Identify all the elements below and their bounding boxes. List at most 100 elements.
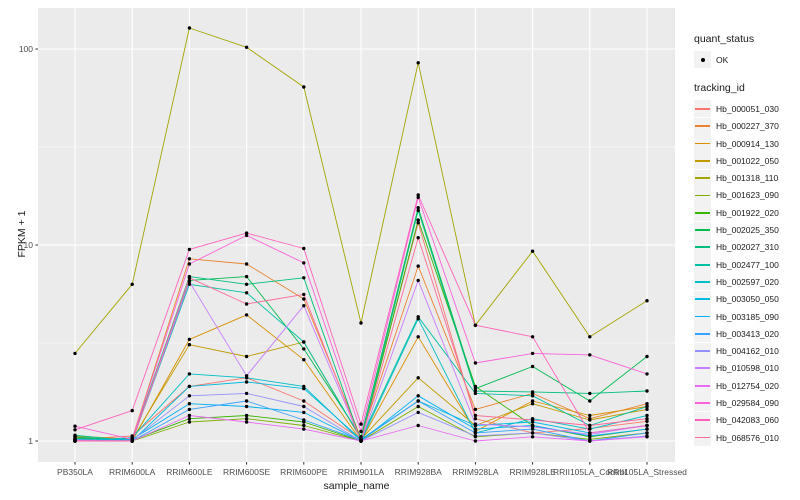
line-key-icon [694, 204, 711, 222]
data-point [244, 399, 249, 403]
x-tick-label: RRIM600SE [223, 467, 271, 477]
data-point [473, 427, 478, 431]
legend-color-line [695, 246, 710, 249]
line-key-icon [694, 221, 711, 239]
data-point [130, 439, 134, 443]
x-tick-label: RRII105LA_Control [553, 467, 627, 477]
data-point [244, 354, 249, 359]
data-point [588, 413, 592, 418]
legend-item-Hb_001022_050: Hb_001022_050 [694, 152, 779, 170]
legend-item-label: Hb_003050_050 [716, 294, 779, 305]
data-point [645, 372, 649, 376]
legend-item-Hb_012754_020: Hb_012754_020 [694, 377, 779, 395]
data-point [73, 351, 77, 356]
data-point [645, 417, 649, 421]
data-point [244, 282, 249, 286]
legend-item-Hb_002597_020: Hb_002597_020 [694, 273, 779, 291]
data-point [187, 402, 192, 406]
data-point [473, 434, 478, 438]
data-point [302, 292, 306, 297]
legend-item-label: Hb_001318_110 [716, 173, 779, 184]
data-point [416, 264, 420, 268]
data-point [302, 410, 306, 415]
data-point [588, 431, 592, 435]
data-point [416, 335, 420, 339]
line-key-icon [694, 290, 711, 308]
data-point [645, 354, 649, 359]
legend-item-Hb_010598_010: Hb_010598_010 [694, 359, 779, 377]
data-point [588, 427, 592, 431]
legend-item-label: Hb_000051_030 [716, 103, 779, 114]
legend-item-Hb_000227_370: Hb_000227_370 [694, 117, 779, 135]
data-point [530, 249, 535, 253]
y-tick-label: 10 [24, 240, 34, 250]
legend-item-Hb_001623_090: Hb_001623_090 [694, 186, 779, 204]
legend-item-Hb_068576_010: Hb_068576_010 [694, 429, 779, 447]
data-point [588, 391, 592, 396]
legend-color-line [695, 350, 710, 352]
legend-item-label: Hb_004162_010 [716, 346, 779, 357]
data-point [416, 218, 420, 222]
legend-title-tracking-id: tracking_id [694, 82, 745, 95]
data-point [473, 407, 478, 412]
data-point [416, 278, 420, 283]
line-key-icon [694, 325, 711, 343]
data-point [302, 386, 306, 391]
legend-item-label: Hb_001022_050 [716, 155, 779, 166]
data-point [302, 423, 306, 428]
data-point [473, 422, 478, 426]
legend-color-line [695, 108, 710, 110]
legend-item-Hb_001922_020: Hb_001922_020 [694, 204, 779, 222]
legend-title-quant-status: quant_status [694, 33, 755, 45]
data-point [530, 402, 535, 406]
data-point [645, 427, 649, 431]
data-point [530, 335, 535, 339]
x-tick-label: RRIM928LA [452, 467, 499, 477]
line-key-icon [694, 117, 711, 135]
legend-color-line [695, 298, 710, 301]
line-key-icon [694, 100, 711, 118]
legend-item-Hb_000051_030: Hb_000051_030 [694, 100, 779, 118]
data-point [473, 439, 478, 443]
legend-item-Hb_003185_090: Hb_003185_090 [694, 308, 779, 325]
data-point [588, 418, 592, 422]
data-point [244, 374, 249, 378]
data-point [416, 404, 420, 409]
data-point [244, 291, 249, 295]
data-point [530, 431, 535, 435]
legend-color-line [695, 315, 710, 318]
data-point [473, 323, 478, 327]
data-point [244, 274, 249, 279]
data-point [244, 231, 249, 235]
data-point [130, 282, 134, 286]
data-point [302, 297, 306, 301]
data-point [473, 389, 478, 393]
data-point [244, 413, 249, 418]
legend-item-label: Hb_068576_010 [716, 432, 779, 443]
data-point [302, 246, 306, 251]
legend-item-Hb_004162_010: Hb_004162_010 [694, 342, 779, 360]
data-point [473, 361, 478, 365]
data-point [359, 321, 363, 325]
data-point [244, 420, 249, 424]
line-key-icon [694, 377, 711, 395]
legend-item-label: Hb_003413_020 [716, 328, 779, 339]
line-key-icon [694, 152, 711, 170]
data-point [588, 399, 592, 403]
x-tick-label: RRII105LA_Stressed [607, 467, 687, 477]
data-point [359, 439, 363, 443]
data-point [588, 423, 592, 428]
data-point [244, 262, 249, 266]
line-key-icon [694, 186, 711, 204]
legend-item-ok: OK [694, 51, 779, 69]
data-point [302, 427, 306, 431]
data-point [302, 85, 306, 89]
data-point [645, 423, 649, 428]
legend-color-line [695, 263, 710, 266]
line-key-icon [694, 256, 711, 274]
data-point [244, 417, 249, 421]
data-point [187, 343, 192, 347]
legend-item-label: Hb_012754_020 [716, 380, 779, 391]
legend-item-Hb_000914_130: Hb_000914_130 [694, 135, 779, 153]
legend: quant_status OK tracking_id Hb_000051_03… [694, 33, 779, 447]
